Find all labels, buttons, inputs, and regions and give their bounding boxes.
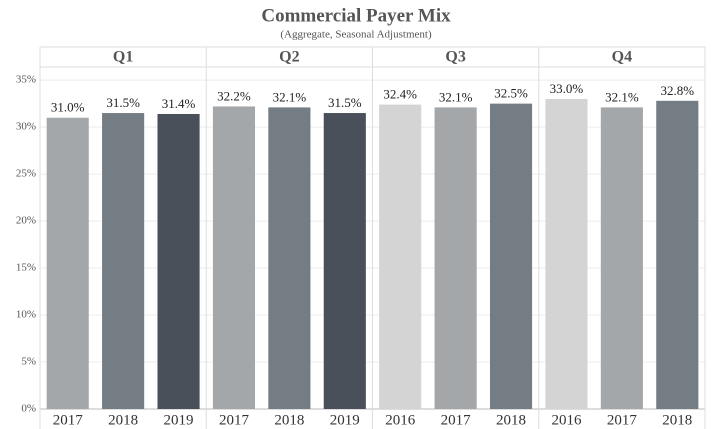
bar: [656, 100, 699, 410]
y-tick-label: 15%: [16, 262, 36, 274]
x-tick-label: 2018: [662, 412, 692, 428]
x-tick-label: 2018: [108, 412, 138, 428]
bar: [212, 106, 256, 409]
x-tick-label: 2017: [607, 412, 638, 428]
data-label: 33.0%: [550, 81, 584, 96]
bar: [434, 107, 477, 410]
bar: [489, 103, 533, 410]
y-tick-label: 5%: [21, 356, 36, 368]
panel-label: Q1: [113, 49, 133, 66]
x-tick-label: 2018: [274, 412, 304, 428]
x-tick-label: 2017: [53, 412, 84, 428]
data-label: 31.0%: [51, 100, 85, 115]
panel-label: Q3: [445, 49, 465, 66]
data-label: 32.1%: [273, 89, 307, 104]
bar: [268, 107, 311, 410]
x-tick-label: 2017: [219, 412, 250, 428]
bar: [46, 117, 89, 409]
x-tick-label: 2018: [496, 412, 526, 428]
panel-label: Q4: [612, 49, 632, 66]
y-tick-label: 25%: [16, 168, 36, 180]
bar: [545, 98, 588, 409]
bar: [102, 113, 145, 410]
data-label: 31.5%: [106, 95, 140, 110]
bar: [379, 104, 422, 409]
x-tick-label: 2017: [441, 412, 472, 428]
y-tick-label: 10%: [16, 309, 36, 321]
chart-title: Commercial Payer Mix: [261, 5, 451, 26]
data-label: 31.4%: [162, 96, 196, 111]
bar: [600, 107, 643, 410]
x-tick-label: 2019: [164, 412, 194, 428]
data-label: 31.5%: [328, 95, 362, 110]
data-label: 32.4%: [383, 87, 417, 102]
x-tick-label: 2016: [385, 412, 416, 428]
panel-label: Q2: [279, 49, 299, 66]
x-tick-label: 2019: [330, 412, 360, 428]
data-label: 32.1%: [605, 89, 639, 104]
y-tick-label: 0%: [21, 403, 36, 415]
data-label: 32.8%: [660, 83, 694, 98]
y-tick-label: 30%: [16, 121, 36, 133]
data-label: 32.1%: [439, 89, 473, 104]
bar: [157, 113, 200, 409]
x-tick-label: 2016: [551, 412, 582, 428]
y-tick-label: 20%: [16, 215, 36, 227]
data-label: 32.5%: [494, 86, 528, 101]
bar: [323, 113, 366, 410]
chart-subtitle: (Aggregate, Seasonal Adjustment): [280, 29, 432, 41]
y-tick-label: 35%: [16, 74, 36, 86]
data-label: 32.2%: [217, 88, 251, 103]
